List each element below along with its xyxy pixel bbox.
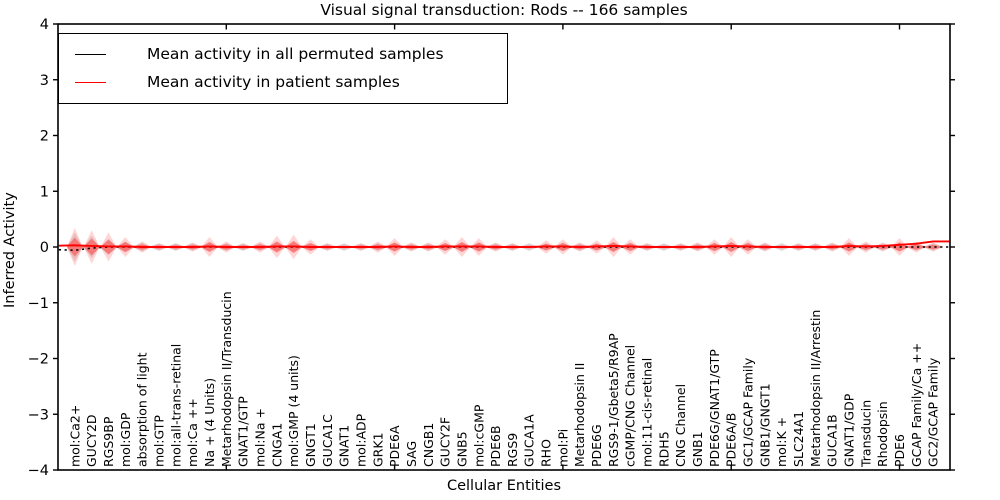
y-axis-label: Inferred Activity <box>2 192 18 308</box>
chart-title: Visual signal transduction: Rods -- 166 … <box>320 1 688 19</box>
x-category-label: PDE6 <box>892 434 907 467</box>
x-category-label: PDE6A <box>387 425 402 467</box>
y-tick-label: 2 <box>40 129 49 145</box>
x-category-label: mol:GTP <box>152 415 167 467</box>
x-category-label: Metarhodopsin II/Transducin <box>219 291 234 467</box>
x-axis-label: Cellular Entities <box>446 478 562 494</box>
x-category-label: GC2/GCAP Family <box>926 357 941 467</box>
y-tick-label: −2 <box>28 352 49 368</box>
x-category-label: RGS9 <box>505 433 520 467</box>
y-tick-label: −3 <box>28 407 49 423</box>
x-category-label: PDE6G/GNAT1/GTP <box>707 349 722 467</box>
y-tick-label: 1 <box>40 184 49 200</box>
mean-patient-line <box>58 240 950 248</box>
x-category-label: mol:Ca2+ <box>67 405 82 467</box>
x-category-label: GNAT1/GTP <box>236 396 251 467</box>
x-category-label: Rhodopsin <box>875 401 890 467</box>
x-category-label: GCAP Family/Ca ++ <box>909 343 924 467</box>
x-category-label: Metarhodopsin II/Arrestin <box>808 310 823 467</box>
y-tick-label: 3 <box>40 73 49 89</box>
x-category-label: SAG <box>404 441 419 467</box>
x-category-label: CNGB1 <box>421 423 436 467</box>
permuted-line-swatch <box>75 53 106 55</box>
x-category-label: absorption of light <box>135 352 150 467</box>
x-category-label: PDE6B <box>488 425 503 467</box>
x-category-label: GUCY2F <box>438 417 453 467</box>
y-tick-label: 4 <box>40 17 49 33</box>
legend-label-patient: Mean activity in patient samples <box>147 73 400 91</box>
x-category-label: mol:GMP (4 units) <box>286 355 301 467</box>
x-category-label: mol:Ca ++ <box>185 398 200 467</box>
x-category-label: GUCA1B <box>825 414 840 467</box>
x-category-label: Na + (4 Units) <box>202 378 217 467</box>
x-category-label: GUCA1C <box>320 414 335 467</box>
x-category-label: RDH5 <box>656 431 671 467</box>
x-category-label: GNAT1 <box>337 425 352 467</box>
y-tick-label: 0 <box>40 240 49 256</box>
y-tick-label: −4 <box>28 463 49 479</box>
legend-item-patient: Mean activity in patient samples <box>59 68 507 96</box>
x-category-label: mol:Pi <box>555 429 570 467</box>
x-category-label: GRK1 <box>370 432 385 467</box>
x-category-label: SLC24A1 <box>791 411 806 467</box>
x-category-label: mol:K + <box>774 417 789 467</box>
x-category-label: RHO <box>539 439 554 467</box>
x-category-label: GNB5 <box>454 431 469 467</box>
x-category-label: GNB1 <box>690 431 705 467</box>
x-category-label: PDE6A/B <box>724 413 739 467</box>
x-category-label: mol:11-cis-retinal <box>640 358 655 467</box>
x-category-label: Transducin <box>858 400 873 468</box>
x-category-label: cGMP/CNG Channel <box>623 345 638 467</box>
x-category-label: mol:cGMP <box>471 404 486 467</box>
x-category-label: GUCY2D <box>84 414 99 467</box>
x-category-label: GC1/GCAP Family <box>741 357 756 467</box>
x-category-label: CNG Channel <box>673 384 688 467</box>
x-category-label: PDE6G <box>589 424 604 467</box>
legend: Mean activity in all permuted samples Me… <box>58 33 508 104</box>
x-category-label: GNGT1 <box>303 423 318 467</box>
x-category-label: mol:ADP <box>353 413 368 467</box>
x-category-label: Metarhodopsin II <box>572 363 587 467</box>
x-category-label: mol:GDP <box>118 412 133 467</box>
x-category-label: RGS9-1/Gbeta5/R9AP <box>606 333 621 467</box>
y-tick-label: −1 <box>28 296 49 312</box>
x-category-label: GNAT1/GDP <box>842 393 857 467</box>
legend-item-permuted: Mean activity in all permuted samples <box>59 40 507 68</box>
legend-label-permuted: Mean activity in all permuted samples <box>147 45 444 63</box>
x-category-label: GNB1/GNGT1 <box>757 383 772 467</box>
x-category-label: mol:Na + <box>253 408 268 467</box>
x-category-label: CNGA1 <box>269 423 284 467</box>
patient-line-swatch <box>75 81 106 83</box>
x-category-label: mol:all-trans-retinal <box>168 344 183 467</box>
x-category-label: RGS9BP <box>101 416 116 467</box>
x-category-label: GUCA1A <box>522 414 537 467</box>
